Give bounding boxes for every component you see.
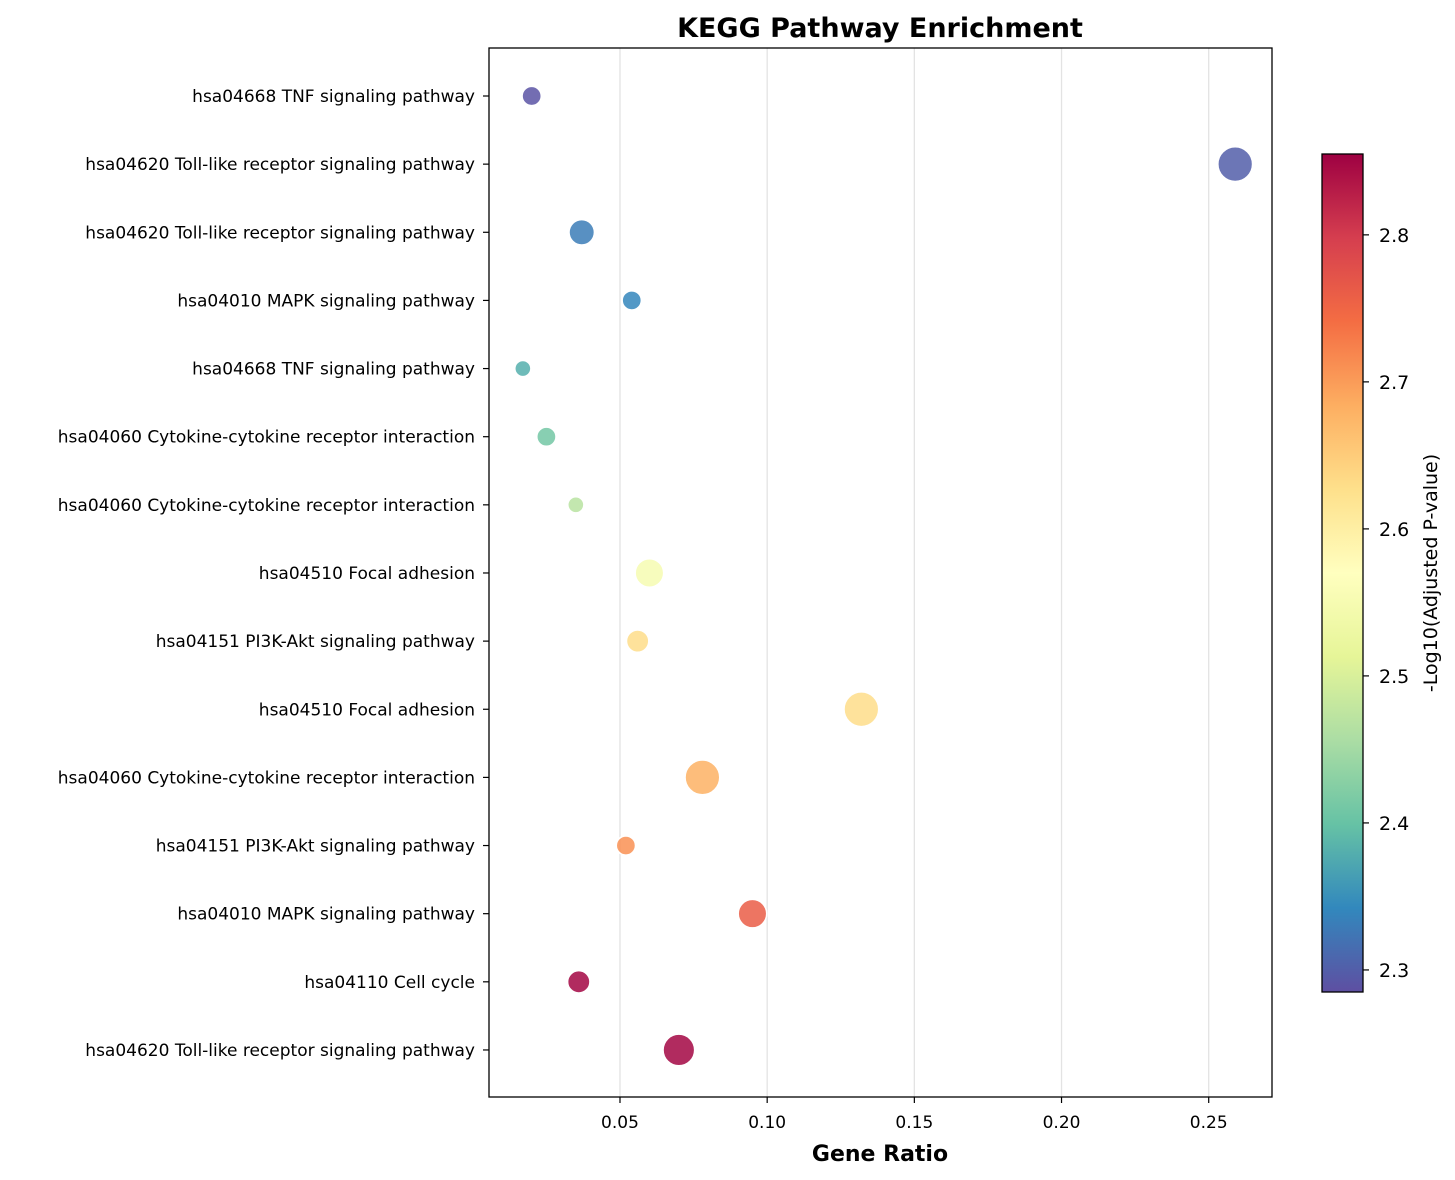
colorbar-tick-label: 2.6 — [1379, 519, 1409, 541]
data-point — [1217, 145, 1254, 183]
data-point — [566, 969, 591, 994]
y-tick-label: hsa04668 TNF signaling pathway — [192, 87, 475, 107]
x-tick-label: 0.15 — [895, 1113, 933, 1133]
data-point — [625, 629, 650, 654]
y-tick-label: hsa04668 TNF signaling pathway — [192, 360, 475, 380]
chart-title: KEGG Pathway Enrichment — [677, 13, 1083, 44]
colorbar-tick-label: 2.8 — [1379, 225, 1409, 247]
data-point — [843, 691, 880, 728]
y-tick-label: hsa04151 PI3K-Akt signaling pathway — [156, 632, 475, 652]
y-tick-label: hsa04151 PI3K-Akt signaling pathway — [156, 837, 475, 857]
x-tick-label: 0.25 — [1190, 1113, 1228, 1133]
x-axis-label: Gene Ratio — [812, 1142, 948, 1167]
y-tick-label: hsa04060 Cytokine-cytokine receptor inte… — [58, 428, 475, 448]
x-tick-label: 0.10 — [748, 1113, 786, 1133]
data-point — [684, 759, 721, 796]
plot-frame — [488, 47, 1273, 1098]
y-tick-label: hsa04010 MAPK signaling pathway — [177, 905, 475, 925]
data-points — [513, 85, 1254, 1067]
colorbar-tick-label: 2.5 — [1379, 666, 1409, 688]
colorbar-label: -Log10(Adjusted P-value) — [1420, 454, 1442, 692]
y-tick-label: hsa04620 Toll-like receptor signaling pa… — [85, 1041, 475, 1061]
colorbar-tick-label: 2.3 — [1379, 960, 1409, 982]
y-tick-label: hsa04620 Toll-like receptor signaling pa… — [85, 155, 475, 175]
x-tick-label: 0.05 — [601, 1113, 639, 1133]
data-point — [513, 359, 532, 378]
data-point — [521, 85, 543, 107]
y-tick-label: hsa04620 Toll-like receptor signaling pa… — [85, 223, 475, 243]
y-tick-label: hsa04060 Cytokine-cytokine receptor inte… — [58, 496, 475, 516]
data-point — [737, 898, 768, 929]
y-tick-label: hsa04060 Cytokine-cytokine receptor inte… — [58, 768, 475, 788]
y-tick-label: hsa04510 Focal adhesion — [259, 700, 475, 720]
y-tick-label: hsa04110 Cell cycle — [304, 973, 475, 993]
data-point — [662, 1033, 696, 1067]
y-axis-ticks: hsa04668 TNF signaling pathway hsa04620 T… — [58, 87, 489, 1061]
colorbar-tick-label: 2.4 — [1379, 813, 1409, 835]
data-point — [566, 495, 585, 514]
colorbar-ticks: 2.3 2.4 2.5 2.6 2.7 2.8 — [1363, 225, 1409, 982]
data-point — [615, 835, 637, 856]
data-point — [568, 218, 596, 246]
data-point — [621, 289, 643, 311]
colorbar-tick-label: 2.7 — [1379, 372, 1409, 394]
y-tick-label: hsa04510 Focal adhesion — [259, 564, 475, 584]
data-point — [535, 426, 557, 448]
x-tick-label: 0.20 — [1043, 1113, 1081, 1133]
x-axis-ticks: 0.05 0.10 0.15 0.20 0.25 — [601, 1097, 1228, 1133]
data-point — [634, 557, 665, 589]
y-tick-label: hsa04010 MAPK signaling pathway — [177, 291, 475, 311]
colorbar — [1321, 153, 1364, 993]
grid-lines — [619, 48, 1210, 1097]
